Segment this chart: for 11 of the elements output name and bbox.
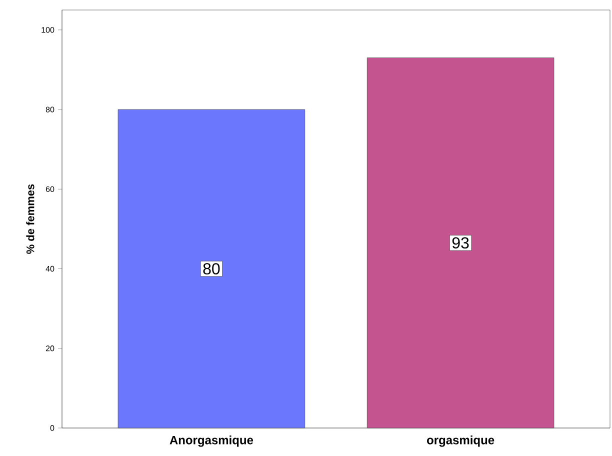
- y-tick-label: 80: [46, 106, 54, 112]
- y-tick-label: 40: [46, 266, 54, 272]
- data-label: 93: [452, 237, 469, 249]
- y-axis-title: % de femmes: [26, 184, 34, 254]
- y-tick-label: 100: [42, 27, 54, 33]
- y-tick-label: 0: [50, 425, 54, 431]
- x-tick-label: orgasmique: [427, 436, 494, 447]
- x-tick-label: Anorgasmique: [170, 436, 254, 447]
- y-tick-label: 20: [46, 346, 54, 352]
- y-tick-label: 60: [46, 186, 54, 192]
- data-label: 80: [203, 263, 220, 274]
